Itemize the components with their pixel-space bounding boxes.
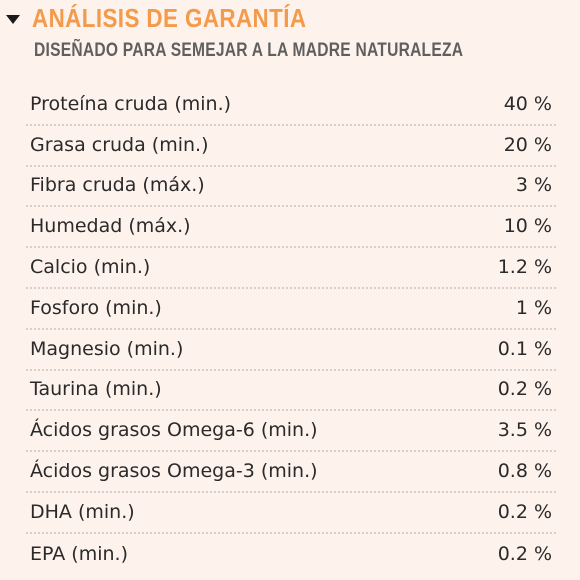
- nutrient-label: Grasa cruda (min.): [30, 133, 209, 156]
- section-title: ANÁLISIS DE GARANTÍA: [32, 3, 307, 33]
- nutrient-value: 1 %: [515, 296, 552, 319]
- nutrient-value: 3 %: [515, 174, 552, 197]
- nutrient-label: Humedad (máx.): [30, 215, 191, 238]
- nutrient-label: Ácidos grasos Omega-3 (min.): [30, 460, 318, 483]
- nutrient-value: 0.2 %: [497, 378, 552, 401]
- table-row: Magnesio (min.) 0.1 %: [26, 330, 556, 371]
- caret-down-icon[interactable]: [6, 14, 20, 24]
- nutrient-label: Magnesio (min.): [30, 337, 184, 360]
- nutrient-value: 0.2 %: [497, 500, 552, 523]
- nutrient-label: Calcio (min.): [30, 256, 151, 279]
- nutrient-label: Fosforo (min.): [30, 296, 162, 319]
- nutrient-value: 40 %: [503, 92, 552, 115]
- table-row: Fibra cruda (máx.) 3 %: [26, 167, 556, 208]
- nutrient-value: 10 %: [503, 215, 552, 238]
- table-row: Calcio (min.) 1.2 %: [26, 248, 556, 289]
- nutrient-value: 3.5 %: [497, 419, 552, 442]
- table-row: EPA (min.) 0.2 %: [26, 534, 556, 575]
- table-row: DHA (min.) 0.2 %: [26, 493, 556, 534]
- section-subtitle: DISEÑADO PARA SEMEJAR A LA MADRE NATURAL…: [34, 40, 464, 61]
- nutrient-label: DHA (min.): [30, 500, 135, 523]
- table-row: Fosforo (min.) 1 %: [26, 289, 556, 330]
- table-row: Ácidos grasos Omega-3 (min.) 0.8 %: [26, 452, 556, 493]
- nutrient-value: 20 %: [503, 133, 552, 156]
- nutrient-label: EPA (min.): [30, 542, 128, 565]
- nutrient-label: Proteína cruda (min.): [30, 92, 232, 115]
- nutrient-label: Ácidos grasos Omega-6 (min.): [30, 419, 318, 442]
- nutrient-value: 0.2 %: [497, 542, 552, 565]
- table-row: Taurina (min.) 0.2 %: [26, 371, 556, 412]
- table-row: Grasa cruda (min.) 20 %: [26, 126, 556, 167]
- nutrient-value: 1.2 %: [497, 256, 552, 279]
- nutrient-label: Fibra cruda (máx.): [30, 174, 205, 197]
- table-row: Ácidos grasos Omega-6 (min.) 3.5 %: [26, 411, 556, 453]
- table-row: Humedad (máx.) 10 %: [26, 207, 556, 249]
- section-toggle[interactable]: ANÁLISIS DE GARANTÍA: [6, 0, 351, 36]
- nutrient-value: 0.1 %: [497, 337, 552, 360]
- analysis-table: Proteína cruda (min.) 40 % Grasa cruda (…: [26, 85, 556, 575]
- nutrient-value: 0.8 %: [497, 460, 552, 483]
- nutrient-label: Taurina (min.): [30, 378, 162, 401]
- table-row: Proteína cruda (min.) 40 %: [26, 85, 556, 126]
